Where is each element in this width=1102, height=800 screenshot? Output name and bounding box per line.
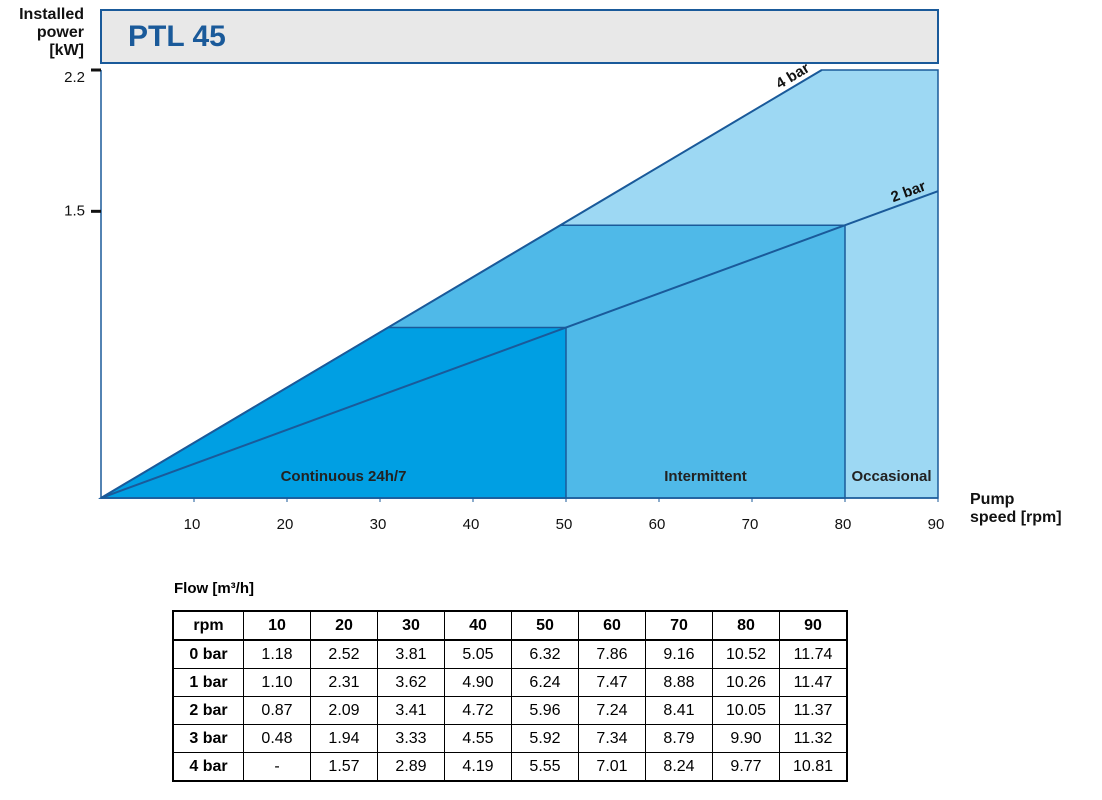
table-cell: 11.32 [779, 724, 848, 753]
table-cell: 40 [444, 610, 512, 641]
x-tick-label: 30 [370, 516, 387, 533]
table-cell: 1.18 [243, 639, 311, 669]
series-line [100, 190, 939, 499]
flow-table: rpm 10 20 30 40 50 60 70 80 90 0 bar 1.18 2.52 3.81 5.… [172, 610, 848, 782]
table-cell: 3.33 [377, 724, 445, 753]
chart: PTL 45 Occasional Intermittent Continuous … [64, 9, 945, 533]
table-cell: 3 bar [172, 724, 244, 753]
table-cell: 7.24 [578, 696, 646, 725]
table-cell: 3.41 [377, 696, 445, 725]
table-cell: 4 bar [172, 752, 244, 782]
zone-label: Continuous 24h/7 [281, 468, 407, 485]
table-cell: 8.79 [645, 724, 713, 753]
zone-label: Intermittent [664, 468, 747, 485]
table-cell: 10.05 [712, 696, 780, 725]
table-cell: 5.05 [444, 639, 512, 669]
table-cell: 9.90 [712, 724, 780, 753]
y-tick-label: 2.2 [64, 69, 85, 86]
table-cell: 4.55 [444, 724, 512, 753]
table-cell: - [243, 752, 311, 782]
table-cell: 3.62 [377, 668, 445, 697]
table-cell: 6.24 [511, 668, 579, 697]
x-tick-label: 80 [835, 516, 852, 533]
x-tick-label: 90 [928, 516, 945, 533]
table-cell: 6.32 [511, 639, 579, 669]
table-cell: 80 [712, 610, 780, 641]
table-cell: 50 [511, 610, 579, 641]
table-cell: 0.87 [243, 696, 311, 725]
table-cell: 10.26 [712, 668, 780, 697]
table-cell: 1 bar [172, 668, 244, 697]
zone-label: Occasional [851, 468, 931, 485]
x-tick-label: 40 [463, 516, 480, 533]
table-row: 1 bar 1.10 2.31 3.62 4.90 6.24 7.47 8.88 10.26 11… [172, 668, 848, 697]
table-cell: 2.09 [310, 696, 378, 725]
table-cell: 0.48 [243, 724, 311, 753]
x-tick-label: 20 [277, 516, 294, 533]
table-cell: 2.52 [310, 639, 378, 669]
table-cell: 9.16 [645, 639, 713, 669]
series-line [100, 69, 823, 499]
table-cell: 11.47 [779, 668, 848, 697]
table-cell: 7.86 [578, 639, 646, 669]
x-tick-label: 50 [556, 516, 573, 533]
chart-title: PTL 45 [128, 20, 226, 53]
y-tick-label: 1.5 [64, 202, 85, 219]
table-cell: 4.72 [444, 696, 512, 725]
table-cell: 8.88 [645, 668, 713, 697]
table-cell: 70 [645, 610, 713, 641]
table-cell: 8.41 [645, 696, 713, 725]
axis-label-line: power [36, 24, 84, 41]
table-cell: 7.01 [578, 752, 646, 782]
table-row: 4 bar -1.57 2.89 4.19 5.55 7.01 8.24 9.77 10.81 [172, 752, 848, 782]
table-cell: 11.74 [779, 639, 848, 669]
table-cell: 90 [779, 610, 848, 641]
table-cell: 5.92 [511, 724, 579, 753]
table-cell: 20 [310, 610, 378, 641]
table-row: 3 bar 0.48 1.94 3.33 4.55 5.92 7.34 8.79 9.90 11.… [172, 724, 848, 753]
table-cell: rpm [172, 610, 244, 641]
axis-label-line: Installed [19, 6, 84, 23]
table-row: 0 bar 1.18 2.52 3.81 5.05 6.32 7.86 9.16 10.52 11… [172, 639, 848, 669]
table-cell: 2 bar [172, 696, 244, 725]
table-cell: 1.57 [310, 752, 378, 782]
table-row: rpm 10 20 30 40 50 60 70 80 90 [172, 610, 848, 641]
x-tick-label: 10 [184, 516, 201, 533]
table-row: 2 bar 0.87 2.09 3.41 4.72 5.96 7.24 8.41 10.05 11… [172, 696, 848, 725]
table-cell: 7.47 [578, 668, 646, 697]
table-cell: 2.31 [310, 668, 378, 697]
table-cell: 10.52 [712, 639, 780, 669]
axis-label-line: [kW] [49, 42, 84, 59]
table-cell: 60 [578, 610, 646, 641]
table-cell: 7.34 [578, 724, 646, 753]
table-caption: Flow [m³/h] [174, 580, 254, 597]
axis-label-line: speed [rpm] [970, 509, 1062, 526]
table-cell: 2.89 [377, 752, 445, 782]
table-cell: 9.77 [712, 752, 780, 782]
table-cell: 1.94 [310, 724, 378, 753]
table-cell: 10 [243, 610, 311, 641]
table-cell: 11.37 [779, 696, 848, 725]
table-cell: 30 [377, 610, 445, 641]
table-cell: 5.55 [511, 752, 579, 782]
x-tick-label: 60 [649, 516, 666, 533]
x-axis-label: Pump speed [rpm] [970, 491, 1062, 527]
table-cell: 4.90 [444, 668, 512, 697]
table-cell: 1.10 [243, 668, 311, 697]
table-cell: 8.24 [645, 752, 713, 782]
table-cell: 5.96 [511, 696, 579, 725]
y-axis-label: Installed power [kW] [0, 6, 84, 60]
table-cell: 10.81 [779, 752, 848, 782]
table-cell: 4.19 [444, 752, 512, 782]
title-box [100, 9, 939, 64]
table-cell: 3.81 [377, 639, 445, 669]
axis-label-line: Pump [970, 491, 1015, 508]
x-tick-label: 70 [742, 516, 759, 533]
table-cell: 0 bar [172, 639, 244, 669]
